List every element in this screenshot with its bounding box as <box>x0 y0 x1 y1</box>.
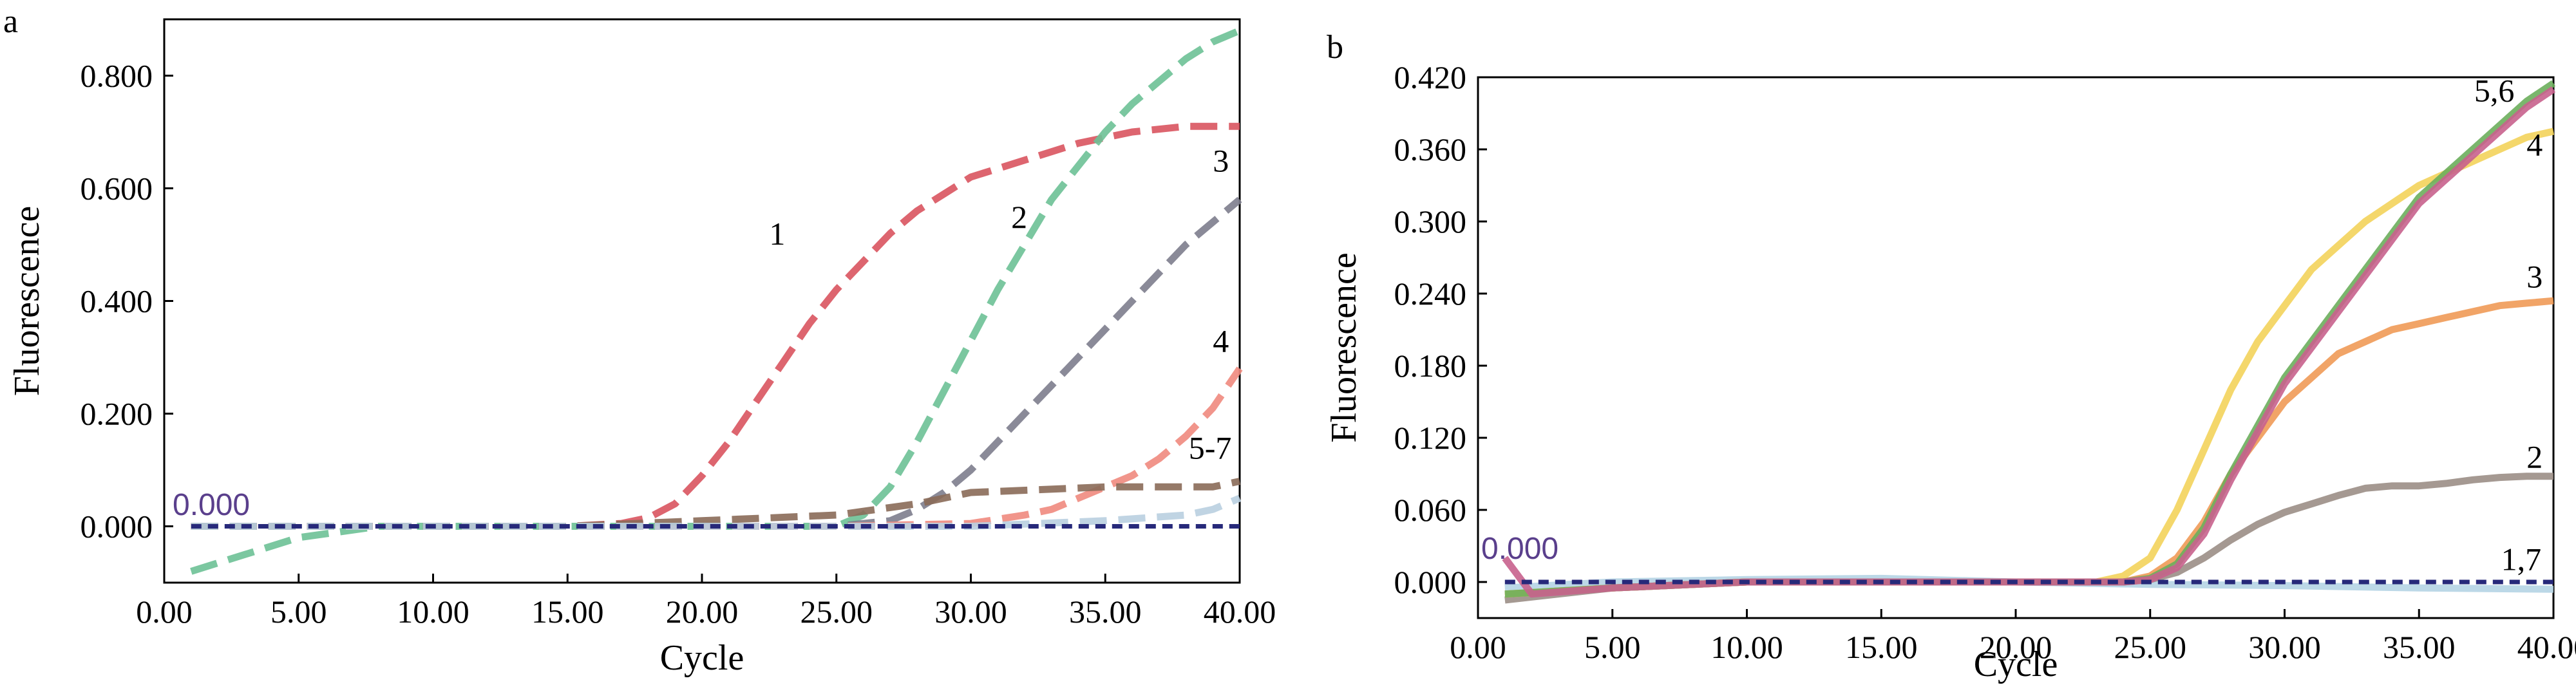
x-tick-label: 20.00 <box>1980 629 2052 665</box>
curve-label: 1 <box>769 216 785 252</box>
y-tick-label: 0.060 <box>1394 492 1467 528</box>
curve-label: 2 <box>2526 439 2543 475</box>
x-tick-label: 10.00 <box>1710 629 1783 665</box>
x-axis-title: Cycle <box>660 638 744 678</box>
panel-letter: b <box>1327 29 1343 66</box>
y-tick-label: 0.120 <box>1394 420 1467 456</box>
series-line-6 <box>1502 86 2556 598</box>
chart-panel-b: b 0.00 5.00 10.00 15.00 20.00 25.00 30.00 35.00 4… <box>1324 29 2576 684</box>
curve-label: 1,7 <box>2501 541 2542 577</box>
x-axis-title: Cycle <box>1974 644 2058 684</box>
y-tick-label: 0.800 <box>80 58 153 94</box>
x-tick-label: 15.00 <box>531 594 604 630</box>
y-axis-title: Fluorescence <box>7 206 47 396</box>
curve-label: 3 <box>1213 142 1229 178</box>
y-tick-label: 0.000 <box>1394 564 1467 600</box>
series-line-3 <box>1504 297 2554 598</box>
x-tick-label: 25.00 <box>800 594 873 630</box>
plot-frame <box>1477 76 2555 619</box>
curve-label: 5-7 <box>1189 430 1232 466</box>
y-tick-label: 0.360 <box>1394 131 1467 167</box>
y-tick-label: 0.400 <box>80 283 153 319</box>
y-tick-label: 0.300 <box>1394 203 1467 239</box>
x-tick-label: 15.00 <box>1845 629 1918 665</box>
series-line-3 <box>191 196 1242 530</box>
x-tick-label: 40.00 <box>1204 594 1276 630</box>
x-tick-label: 5.00 <box>270 594 327 630</box>
x-tick-label: 30.00 <box>2248 629 2321 665</box>
baseline-label: 0.000 <box>1481 532 1558 566</box>
y-tick-label: 0.420 <box>1394 59 1467 95</box>
x-tick-label: 40.00 <box>2517 629 2576 665</box>
curve-label: 3 <box>2526 259 2543 295</box>
x-tick-label: 20.00 <box>666 594 739 630</box>
x-tick-label: 0.00 <box>1450 629 1506 665</box>
x-tick-label: 0.00 <box>136 594 193 630</box>
series-line-5 <box>1504 80 2556 598</box>
y-tick-label: 0.240 <box>1394 276 1467 312</box>
x-tick-label: 10.00 <box>397 594 469 630</box>
y-tick-label: 0.200 <box>80 396 153 432</box>
x-tick-label: 5.00 <box>1584 629 1641 665</box>
baseline-label: 0.000 <box>173 488 250 522</box>
curve-label: 4 <box>1213 323 1229 359</box>
x-tick-label: 30.00 <box>934 594 1007 630</box>
curve-label: 4 <box>2526 126 2543 162</box>
y-tick-label: 0.180 <box>1394 348 1467 384</box>
series-line-2 <box>190 27 1242 575</box>
y-axis-title: Fluorescence <box>1324 252 1364 442</box>
curve-label: 2 <box>1011 199 1027 235</box>
y-tick-label: 0.000 <box>80 509 153 545</box>
series-line-4 <box>191 366 1243 530</box>
y-tick-label: 0.600 <box>80 171 153 207</box>
series-line-4 <box>1504 127 2555 598</box>
series-line-1 <box>191 122 1240 530</box>
x-tick-label: 35.00 <box>2383 629 2456 665</box>
panel-letter: a <box>3 3 18 40</box>
curve-label: 5,6 <box>2474 72 2515 108</box>
x-tick-label: 35.00 <box>1069 594 1142 630</box>
chart-panel-a: a 0.00 5.00 10.00 15.00 20.00 25.00 30.00 35.00 4… <box>3 3 1276 678</box>
x-tick-label: 25.00 <box>2114 629 2187 665</box>
